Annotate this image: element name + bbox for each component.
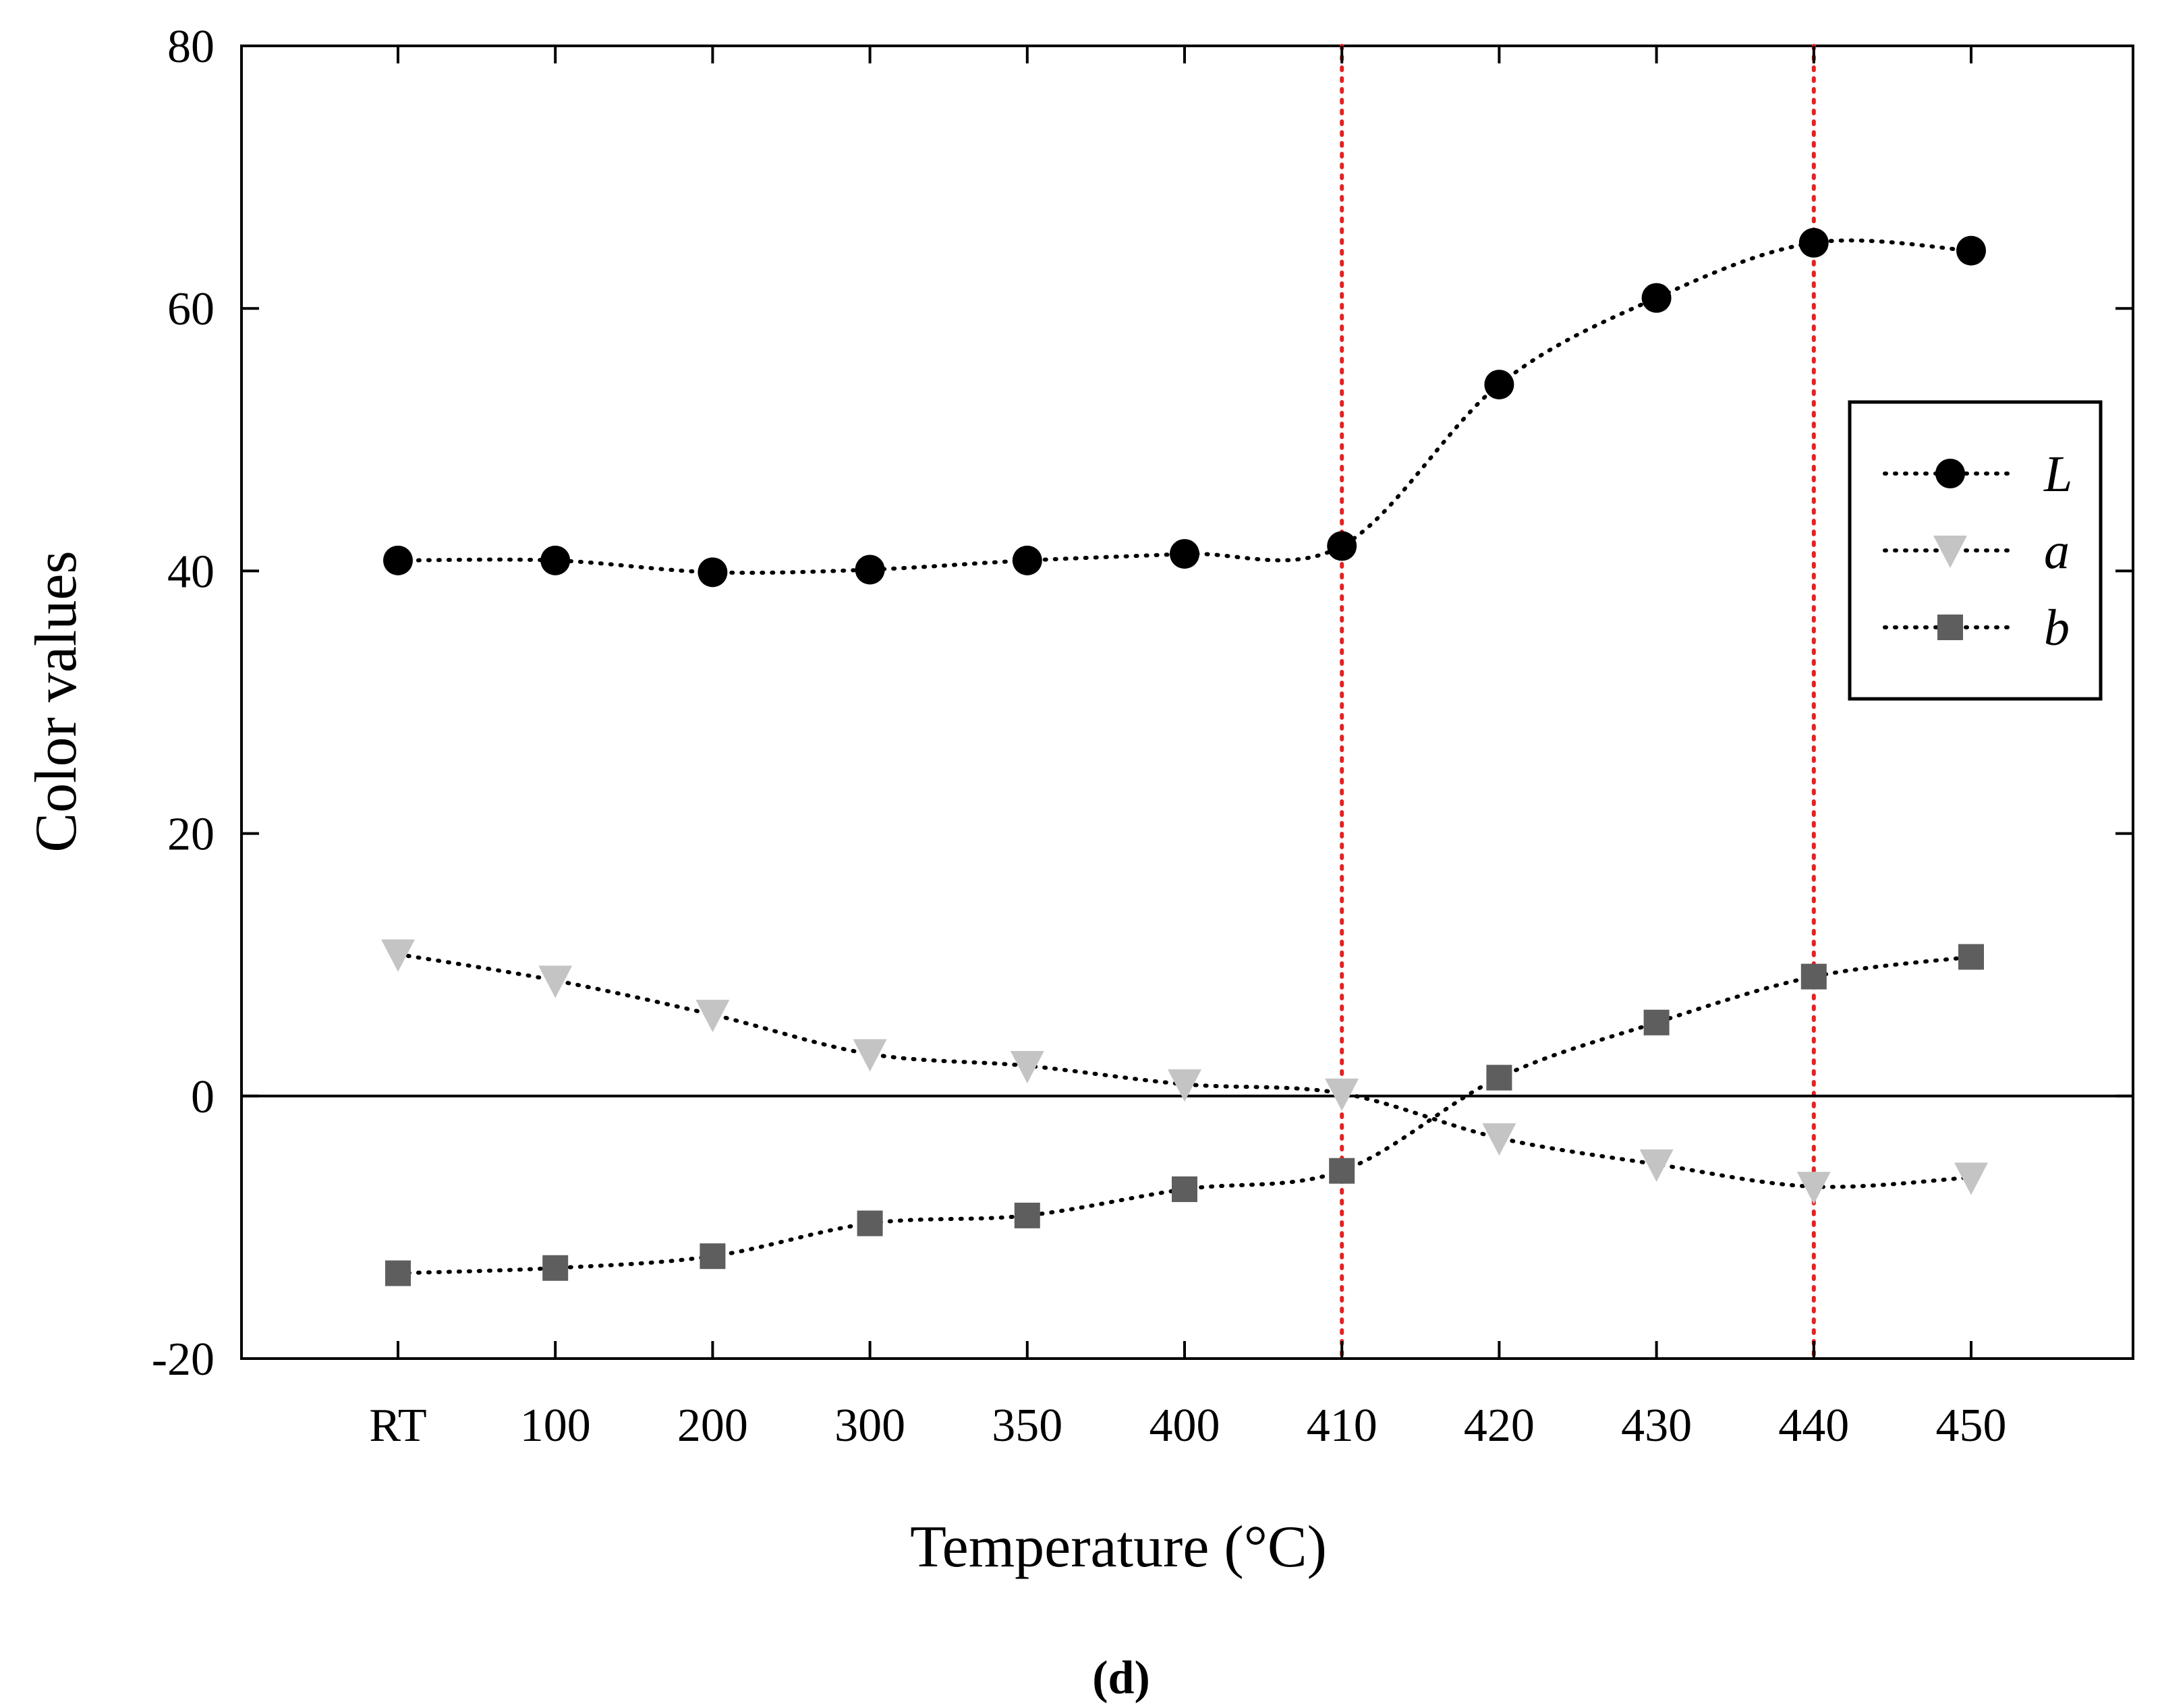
data-point-b <box>1486 1064 1512 1091</box>
data-point-b <box>857 1210 883 1236</box>
tick-labels: RT 100 200 300 350 400 410 420 430 440 450 -20 0 20 40… <box>152 21 2007 1452</box>
data-point-a <box>1954 1162 1988 1195</box>
x-tick-label: 100 <box>520 1400 591 1452</box>
x-tick-label: 440 <box>1778 1400 1849 1452</box>
y-tick-label: 20 <box>167 809 215 861</box>
series-line-L <box>396 238 1973 575</box>
data-point-a <box>538 965 573 998</box>
x-tick-label: 350 <box>992 1400 1062 1452</box>
x-tick-label: 400 <box>1149 1400 1220 1452</box>
data-point-a <box>853 1039 887 1072</box>
data-point-a <box>1796 1172 1831 1205</box>
axis-ticks <box>241 45 2133 1360</box>
data-point-b <box>1329 1158 1355 1184</box>
y-tick-label: 40 <box>167 546 215 598</box>
reference-lines <box>1340 44 1816 1361</box>
data-point-a <box>381 939 415 972</box>
series-lines <box>396 238 1973 1276</box>
data-point-b <box>385 1260 411 1286</box>
y-axis-title: Color values <box>24 550 89 852</box>
x-axis-title: Temperature (°C) <box>910 1514 1327 1580</box>
legend-label-L: L <box>2043 446 2072 503</box>
x-tick-label: 200 <box>677 1400 748 1452</box>
legend-marker-a <box>1933 536 1967 568</box>
panel-label: (d) <box>1092 1652 1150 1704</box>
plot-frame <box>240 45 2134 1360</box>
data-point-b <box>1643 1009 1670 1035</box>
x-tick-label: 420 <box>1464 1400 1535 1452</box>
data-point-L <box>1956 235 1986 266</box>
data-point-L <box>1641 283 1672 313</box>
legend-marker-L <box>1935 459 1965 488</box>
series-line-b <box>396 955 1973 1276</box>
y-tick-label: 0 <box>191 1071 215 1123</box>
data-point-a <box>1482 1123 1516 1156</box>
data-point-L <box>1012 545 1042 575</box>
legend-label-a: a <box>2044 523 2070 579</box>
y-tick-label: 80 <box>167 21 215 73</box>
y-tick-label: -20 <box>152 1334 215 1386</box>
data-point-L <box>1798 227 1829 258</box>
x-tick-label: 300 <box>834 1400 905 1452</box>
data-point-a <box>1325 1078 1359 1111</box>
x-tick-label: RT <box>369 1400 426 1452</box>
data-point-L <box>855 554 885 585</box>
data-point-L <box>698 557 728 588</box>
data-point-L <box>540 545 571 575</box>
data-point-a <box>1168 1069 1201 1102</box>
data-point-b <box>700 1243 726 1270</box>
data-point-b <box>1014 1202 1040 1228</box>
data-point-b <box>542 1255 569 1281</box>
data-point-a <box>1639 1149 1674 1182</box>
data-point-b <box>1800 963 1827 990</box>
data-point-L <box>383 545 413 575</box>
y-tick-label: 60 <box>167 283 215 335</box>
x-tick-label: 450 <box>1936 1400 2007 1452</box>
legend-label-b: b <box>2044 600 2070 656</box>
legend-marker-b <box>1937 615 1963 640</box>
legend: Lab <box>1848 400 2103 701</box>
data-point-a <box>695 1000 730 1033</box>
data-point-b <box>1958 944 1984 970</box>
data-point-b <box>1172 1176 1197 1202</box>
x-tick-label: 430 <box>1621 1400 1692 1452</box>
x-tick-label: 410 <box>1307 1400 1377 1452</box>
data-point-L <box>1170 539 1199 569</box>
data-point-L <box>1327 531 1357 561</box>
series-points <box>381 227 1988 1286</box>
data-point-a <box>1010 1051 1044 1084</box>
data-point-L <box>1484 370 1514 400</box>
